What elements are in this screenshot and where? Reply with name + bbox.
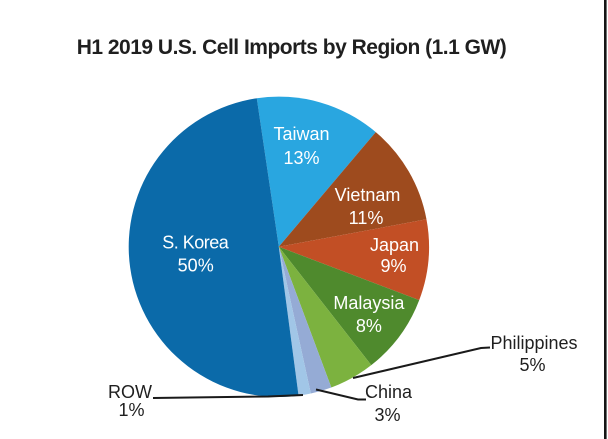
svg-text:Malaysia: Malaysia xyxy=(333,293,405,313)
svg-text:50%: 50% xyxy=(178,256,214,276)
svg-text:8%: 8% xyxy=(356,316,382,336)
svg-text:Philippines: Philippines xyxy=(490,333,577,353)
svg-text:ROW: ROW xyxy=(108,382,152,402)
svg-text:S. Korea: S. Korea xyxy=(162,233,230,253)
svg-text:1%: 1% xyxy=(118,400,144,420)
svg-text:Taiwan: Taiwan xyxy=(273,124,329,144)
svg-text:11%: 11% xyxy=(349,208,384,228)
svg-text:3%: 3% xyxy=(374,405,400,425)
svg-text:13%: 13% xyxy=(283,148,319,168)
svg-text:Japan: Japan xyxy=(370,235,419,255)
svg-text:5%: 5% xyxy=(519,355,545,375)
svg-text:China: China xyxy=(365,382,413,402)
svg-text:H1 2019 U.S. Cell Imports by R: H1 2019 U.S. Cell Imports by Region (1.1… xyxy=(77,36,507,59)
svg-text:Vietnam: Vietnam xyxy=(335,185,401,205)
svg-text:9%: 9% xyxy=(380,256,406,276)
